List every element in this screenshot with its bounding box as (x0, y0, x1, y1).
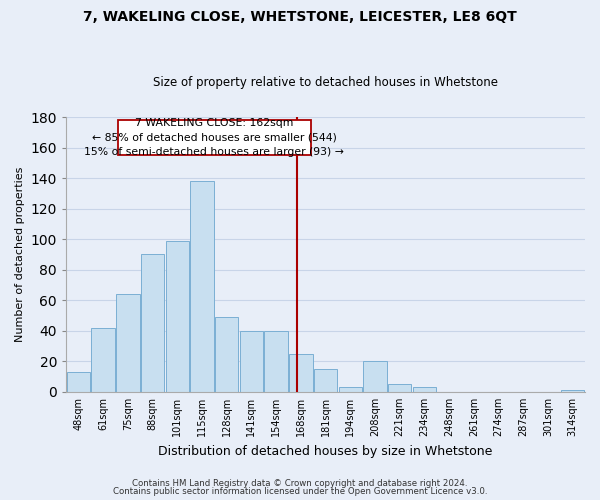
Text: 7 WAKELING CLOSE: 162sqm
← 85% of detached houses are smaller (544)
15% of semi-: 7 WAKELING CLOSE: 162sqm ← 85% of detach… (85, 118, 344, 158)
FancyBboxPatch shape (118, 120, 311, 155)
Text: Contains HM Land Registry data © Crown copyright and database right 2024.: Contains HM Land Registry data © Crown c… (132, 478, 468, 488)
Bar (239, 331, 263, 392)
Bar (265, 331, 288, 392)
Bar (561, 390, 584, 392)
Bar (141, 254, 164, 392)
Title: Size of property relative to detached houses in Whetstone: Size of property relative to detached ho… (153, 76, 498, 90)
Bar (91, 328, 115, 392)
Bar (190, 181, 214, 392)
X-axis label: Distribution of detached houses by size in Whetstone: Distribution of detached houses by size … (158, 444, 493, 458)
Bar (289, 354, 313, 392)
Bar (363, 362, 386, 392)
Bar (413, 388, 436, 392)
Text: Contains public sector information licensed under the Open Government Licence v3: Contains public sector information licen… (113, 487, 487, 496)
Bar (215, 317, 238, 392)
Bar (116, 294, 140, 392)
Y-axis label: Number of detached properties: Number of detached properties (15, 167, 25, 342)
Bar (388, 384, 412, 392)
Text: 7, WAKELING CLOSE, WHETSTONE, LEICESTER, LE8 6QT: 7, WAKELING CLOSE, WHETSTONE, LEICESTER,… (83, 10, 517, 24)
Bar (338, 388, 362, 392)
Bar (67, 372, 90, 392)
Bar (166, 240, 189, 392)
Bar (314, 369, 337, 392)
